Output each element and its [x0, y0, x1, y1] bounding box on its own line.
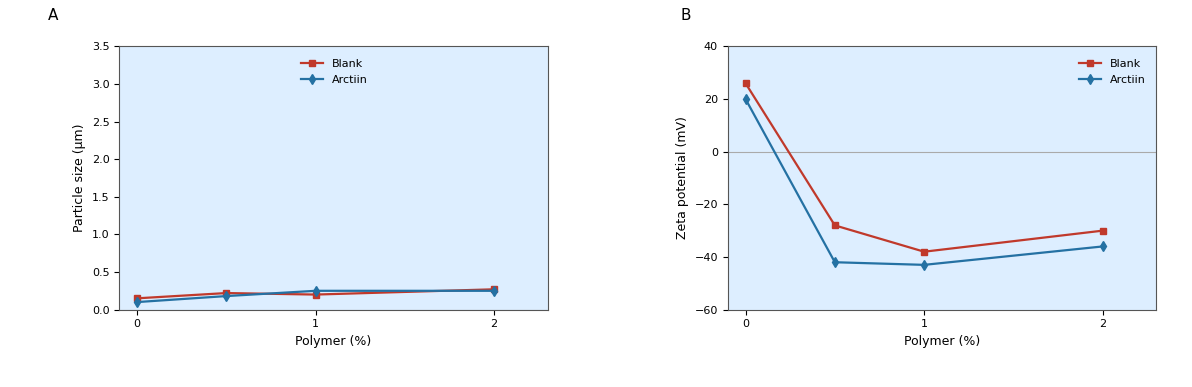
Line: Arctiin: Arctiin — [134, 287, 497, 306]
Y-axis label: Zeta potential (mV): Zeta potential (mV) — [676, 116, 689, 240]
Blank — [827, 223, 842, 228]
Text: B: B — [679, 8, 690, 23]
Blank — [1095, 228, 1110, 233]
Y-axis label: Particle size (μm): Particle size (μm) — [73, 124, 86, 232]
Arctiin — [219, 294, 234, 298]
Arctiin — [738, 97, 752, 101]
X-axis label: Polymer (%): Polymer (%) — [904, 335, 980, 348]
Legend: Blank, Arctiin: Blank, Arctiin — [296, 55, 372, 89]
Line: Blank: Blank — [134, 286, 497, 302]
Text: A: A — [48, 8, 58, 23]
Blank — [738, 81, 752, 86]
Arctiin — [130, 300, 144, 305]
Blank — [917, 249, 931, 254]
Arctiin — [309, 288, 323, 293]
X-axis label: Polymer (%): Polymer (%) — [296, 335, 372, 348]
Blank — [130, 296, 144, 301]
Legend: Blank, Arctiin: Blank, Arctiin — [1075, 55, 1150, 89]
Arctiin — [917, 262, 931, 267]
Line: Arctiin: Arctiin — [743, 96, 1106, 268]
Arctiin — [1095, 244, 1110, 249]
Blank — [219, 291, 234, 295]
Arctiin — [827, 260, 842, 265]
Line: Blank: Blank — [743, 80, 1106, 255]
Blank — [488, 287, 502, 292]
Blank — [309, 292, 323, 297]
Arctiin — [488, 288, 502, 293]
